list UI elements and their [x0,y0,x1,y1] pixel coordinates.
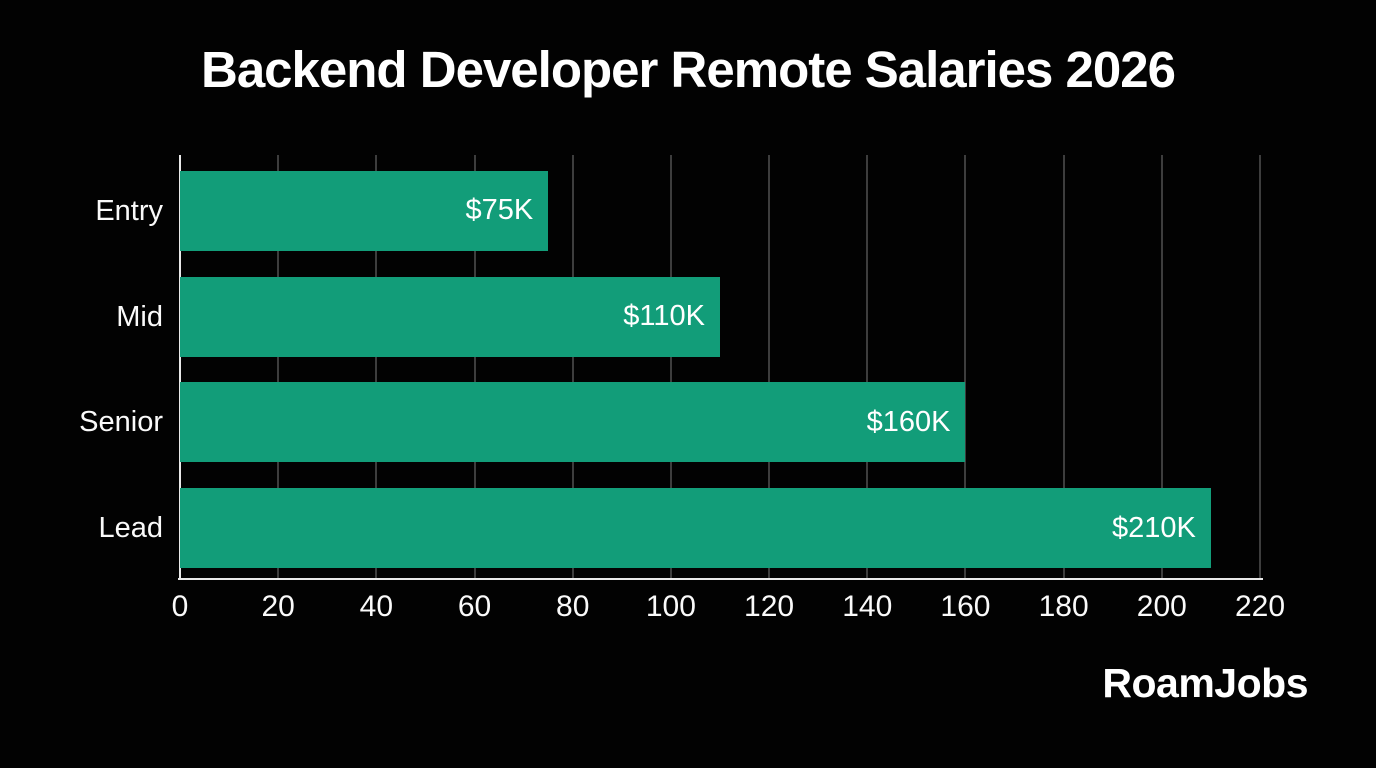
bar-value-label-mid: $110K [623,300,705,333]
gridline-x-80 [571,155,574,578]
x-tick-label-220: 220 [1234,590,1286,623]
x-axis-line [178,578,1263,580]
gridline-x-180 [1062,155,1065,578]
x-tick-label-160: 160 [940,590,991,623]
x-tick-label-60: 60 [457,590,492,623]
bar-value-label-senior: $160K [866,405,951,438]
y-axis-line [179,155,181,578]
category-label-senior: Senior [79,406,163,439]
bar-mid: $110K [180,276,720,357]
x-tick-label-40: 40 [359,590,394,623]
chart-title: Backend Developer Remote Salaries 2026 [200,41,1176,98]
bar-value-label-lead: $210K [1112,511,1196,544]
x-tick-label-80: 80 [556,590,590,623]
category-label-entry: Entry [95,194,163,227]
x-tick-label-200: 200 [1136,590,1187,623]
category-label-mid: Mid [116,300,163,333]
bar-senior: $160K [180,382,966,463]
x-tick-label-180: 180 [1038,590,1089,623]
x-tick-label-20: 20 [261,590,295,623]
gridline-x-120 [768,155,771,578]
gridline-x-60 [473,155,476,578]
brand-logo: RoamJobs [1102,660,1308,706]
gridline-x-160 [964,155,967,578]
gridline-x-220 [1259,155,1261,578]
gridline-x-40 [375,155,378,578]
category-label-lead: Lead [98,512,163,545]
gridline-x-100 [669,155,672,578]
x-tick-label-140: 140 [842,590,893,623]
gridline-x-140 [866,155,869,578]
bar-value-label-entry: $75K [465,194,534,227]
gridline-x-200 [1160,155,1163,578]
x-tick-label-0: 0 [171,590,189,623]
x-tick-label-120: 120 [744,590,795,623]
bar-lead: $210K [180,488,1211,569]
bar-entry: $75K [180,170,549,251]
plot-area: $75K $110K $160K $210K [178,155,1263,580]
gridline-x-20 [277,155,280,578]
x-tick-label-100: 100 [645,590,696,623]
